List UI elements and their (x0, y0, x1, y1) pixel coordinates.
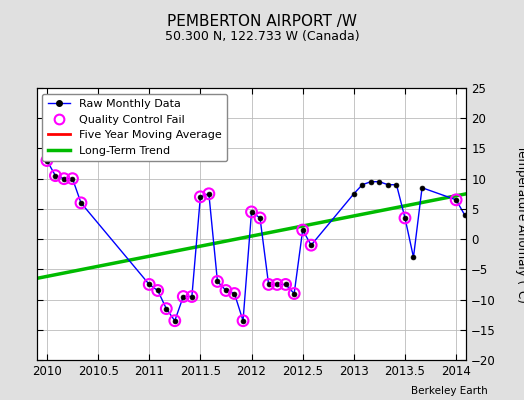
Point (213, 278, 222, 285)
Y-axis label: Temperature Anomaly (°C): Temperature Anomaly (°C) (516, 145, 524, 303)
Point (299, 227, 307, 233)
Point (162, 306, 170, 312)
Point (154, 287, 162, 294)
Point (68, 176, 77, 182)
Point (179, 293, 188, 300)
Point (60, 176, 68, 182)
Point (230, 290, 238, 297)
Point (145, 281, 154, 288)
Text: Berkeley Earth: Berkeley Earth (411, 386, 487, 396)
Point (401, 215, 409, 221)
Point (196, 194, 204, 200)
Point (205, 190, 213, 197)
Point (290, 290, 298, 297)
Point (239, 318, 247, 324)
Text: PEMBERTON AIRPORT /W: PEMBERTON AIRPORT /W (167, 14, 357, 29)
Point (77, 200, 85, 206)
Point (452, 197, 460, 203)
Point (281, 281, 290, 288)
Point (171, 318, 179, 324)
Point (273, 281, 281, 288)
Point (256, 215, 264, 221)
Point (307, 242, 315, 248)
Point (188, 293, 196, 300)
Point (51, 172, 60, 179)
Point (43, 157, 51, 164)
Point (265, 281, 273, 288)
Legend: Raw Monthly Data, Quality Control Fail, Five Year Moving Average, Long-Term Tren: Raw Monthly Data, Quality Control Fail, … (42, 94, 227, 161)
Text: 50.300 N, 122.733 W (Canada): 50.300 N, 122.733 W (Canada) (165, 30, 359, 43)
Point (222, 287, 230, 294)
Point (247, 209, 256, 215)
